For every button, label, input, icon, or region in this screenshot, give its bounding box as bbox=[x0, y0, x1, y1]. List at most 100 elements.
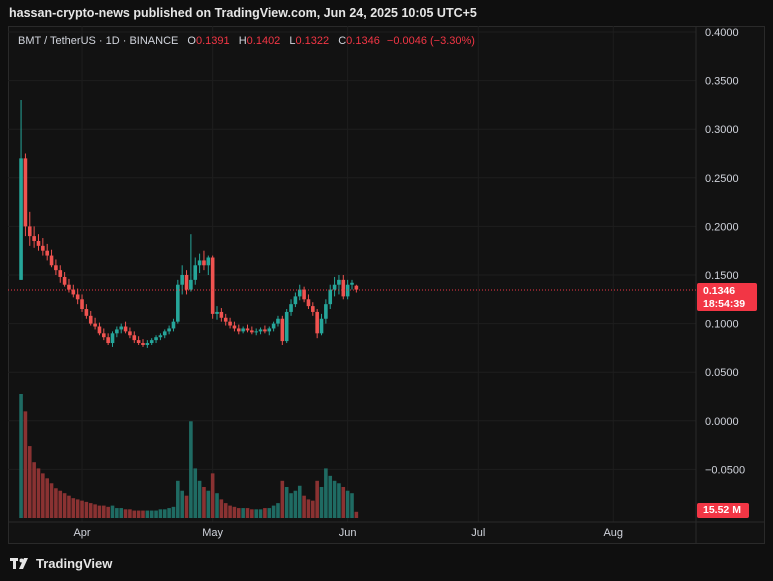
candle-body bbox=[171, 321, 176, 329]
volume-bar bbox=[254, 509, 259, 518]
volume-bar bbox=[232, 506, 237, 518]
candle-body bbox=[49, 255, 54, 266]
ohlc-legend: BMT / TetherUS · 1D · BINANCE O0.1391 H0… bbox=[18, 35, 475, 47]
volume-bar bbox=[23, 411, 28, 518]
volume-bar bbox=[128, 509, 132, 518]
candle-body bbox=[232, 325, 237, 329]
candle-body bbox=[136, 340, 141, 344]
last-price-value: 0.1346 bbox=[703, 285, 736, 297]
volume-bar bbox=[41, 473, 45, 518]
volume-bar bbox=[162, 509, 167, 518]
candle-body bbox=[141, 343, 145, 345]
volume-bar bbox=[58, 490, 63, 518]
candle-body bbox=[80, 299, 84, 310]
candle-body bbox=[263, 329, 267, 332]
volume-bar bbox=[176, 480, 180, 518]
volume-bar bbox=[297, 485, 302, 518]
volume-bar bbox=[180, 490, 184, 518]
volume-bar bbox=[228, 505, 232, 518]
volume-bar bbox=[354, 511, 359, 518]
volume-bar bbox=[32, 462, 36, 518]
volume-bar bbox=[219, 499, 224, 518]
volume-bar bbox=[184, 495, 189, 518]
candle-body bbox=[354, 285, 359, 290]
volume-bar bbox=[345, 490, 350, 518]
volume-bar bbox=[123, 509, 128, 518]
volume-bar bbox=[311, 500, 315, 518]
tradingview-brand: TradingView bbox=[36, 556, 113, 571]
candle-body bbox=[101, 333, 106, 338]
tradingview-logo-icon bbox=[10, 557, 28, 569]
volume-bar bbox=[241, 508, 245, 518]
volume-bar bbox=[75, 499, 80, 518]
x-tick-label: Jul bbox=[471, 527, 485, 539]
x-tick-label: Jun bbox=[339, 527, 357, 539]
volume-bar bbox=[149, 510, 154, 518]
volume-bar bbox=[337, 483, 341, 518]
candle-body bbox=[184, 275, 189, 290]
volume-bar bbox=[341, 487, 346, 518]
volume-value: 15.52 M bbox=[703, 504, 741, 516]
chart-frame bbox=[8, 26, 765, 544]
volume-bar bbox=[276, 503, 280, 518]
volume-bar bbox=[67, 495, 71, 518]
volume-bar bbox=[115, 508, 119, 518]
candle-body bbox=[180, 275, 184, 285]
close-value: 0.1346 bbox=[346, 35, 380, 47]
candle-body bbox=[27, 226, 32, 237]
y-tick-label: 0.4000 bbox=[705, 27, 739, 39]
volume-bar bbox=[171, 506, 176, 518]
volume-bar bbox=[258, 509, 263, 518]
volume-bar bbox=[167, 508, 171, 518]
candle-body bbox=[193, 265, 198, 280]
candle-body bbox=[324, 304, 328, 319]
y-tick-label: 0.0000 bbox=[705, 416, 739, 428]
candle-body bbox=[54, 265, 58, 271]
volume-bar bbox=[289, 493, 293, 518]
volume-bar bbox=[19, 394, 23, 518]
candle-body bbox=[154, 337, 158, 341]
candle-body bbox=[189, 279, 193, 290]
candle-body bbox=[67, 284, 71, 290]
candle-body bbox=[228, 321, 232, 326]
volume-bar bbox=[315, 480, 319, 518]
candle-body bbox=[115, 329, 119, 334]
volume-bar bbox=[193, 468, 198, 518]
candle-body bbox=[302, 289, 306, 300]
volume-bar bbox=[80, 500, 84, 518]
candle-body bbox=[176, 284, 180, 322]
candle-body bbox=[206, 257, 211, 266]
volume-bar bbox=[250, 509, 254, 518]
volume-bar bbox=[106, 506, 110, 518]
y-tick-label: 0.1500 bbox=[705, 270, 739, 282]
candle-body bbox=[75, 294, 80, 300]
y-tick-label: 0.1000 bbox=[705, 319, 739, 331]
candle-body bbox=[19, 158, 23, 280]
candle-body bbox=[280, 318, 285, 342]
tradingview-logo[interactable]: TradingView bbox=[10, 556, 112, 571]
candle-body bbox=[311, 306, 315, 312]
x-tick-label: Apr bbox=[73, 527, 90, 539]
volume-bar bbox=[350, 493, 354, 518]
candle-body bbox=[119, 326, 124, 330]
volume-bar bbox=[319, 487, 324, 518]
volume-bar bbox=[119, 508, 124, 518]
candlestick-chart[interactable]: 0.4000 0.3500 0.3000 0.2500 0.2000 0.1500 0.10… bbox=[8, 26, 765, 544]
top-bar: hassan-crypto-news published on TradingV… bbox=[0, 0, 773, 26]
volume-bar bbox=[328, 475, 333, 518]
volume-bar bbox=[71, 498, 76, 518]
low-value: 0.1322 bbox=[295, 35, 330, 47]
candle-body bbox=[158, 335, 163, 338]
volume-bar bbox=[158, 509, 163, 518]
candle-body bbox=[289, 304, 293, 312]
candle-body bbox=[162, 331, 167, 336]
candle-body bbox=[32, 236, 36, 241]
candle-body bbox=[258, 329, 263, 332]
y-tick-label: 0.0500 bbox=[705, 367, 739, 379]
candle-body bbox=[62, 276, 67, 285]
volume-bar bbox=[302, 495, 306, 518]
volume-bar bbox=[84, 501, 89, 518]
x-tick-label: May bbox=[202, 527, 223, 539]
volume-bar bbox=[332, 480, 337, 518]
low-label: L bbox=[289, 35, 296, 47]
